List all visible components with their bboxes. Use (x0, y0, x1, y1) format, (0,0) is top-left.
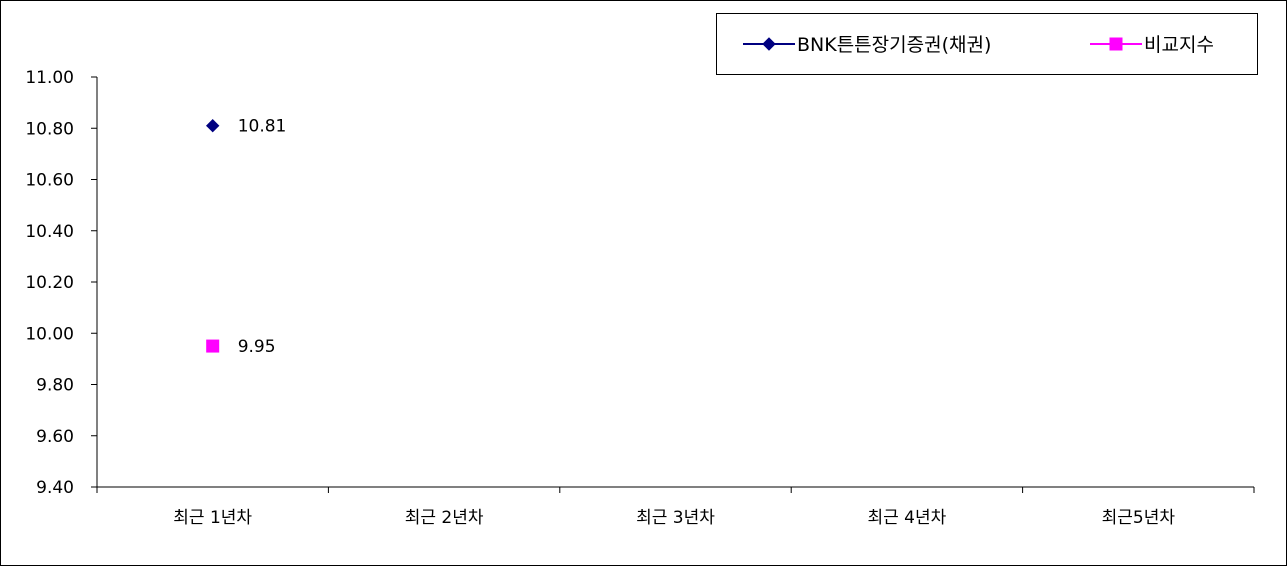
x-tick-label: 최근 3년차 (636, 508, 715, 528)
y-tick-label: 10.60 (25, 171, 74, 191)
y-tick-label: 10.20 (25, 273, 74, 293)
x-tick-label: 최근 4년차 (868, 508, 947, 528)
legend-label: BNK튼튼장기증권(채권) (797, 34, 991, 56)
y-tick-label: 9.40 (36, 478, 74, 498)
y-tick-label: 9.60 (36, 427, 74, 447)
x-tick-label: 최근 1년차 (173, 508, 252, 528)
x-tick-label: 최근 2년차 (405, 508, 484, 528)
legend-swatch-marker (762, 37, 776, 51)
series-0-point (205, 118, 220, 133)
y-tick-label: 10.00 (25, 324, 74, 344)
y-tick-label: 10.80 (25, 119, 74, 139)
legend-box (716, 13, 1258, 75)
series-1-point (206, 339, 220, 353)
series-0-data-label: 10.81 (238, 117, 287, 137)
marks: 10.81 9.95 (205, 117, 287, 357)
y-tick-label: 10.40 (25, 222, 74, 242)
legend-label: 비교지수 (1144, 34, 1214, 56)
series-1-data-label: 9.95 (238, 337, 276, 357)
legend-swatch-marker (1109, 37, 1123, 51)
y-tick-label: 11.00 (25, 68, 74, 88)
x-tick-label: 최근5년차 (1102, 508, 1176, 528)
axes: 9.40 9.60 9.80 10.00 10.20 10.40 10.60 10.80 11.… (25, 68, 1255, 528)
y-tick-label: 9.80 (36, 376, 74, 396)
legend: BNK튼튼장기증권(채권) 비교지수 (716, 13, 1258, 75)
